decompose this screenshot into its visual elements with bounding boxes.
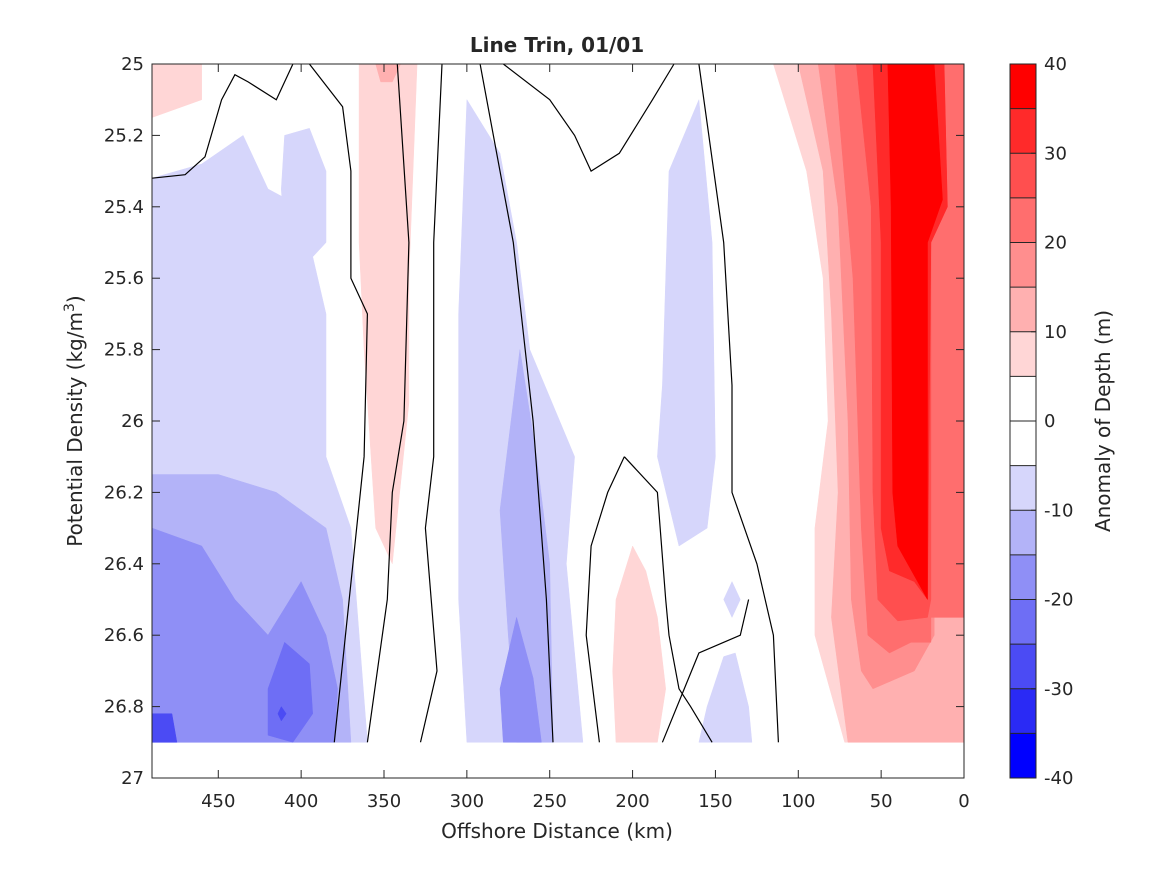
y-tick-label: 26 — [121, 411, 144, 432]
y-tick-label: 26.6 — [104, 625, 144, 646]
chart-title: Line Trin, 01/01 — [470, 33, 644, 57]
contour-fills — [151, 63, 965, 743]
colorbar — [1010, 64, 1036, 778]
x-tick-label: 50 — [870, 791, 893, 812]
y-tick-label: 25.4 — [104, 197, 144, 218]
contour-region-15 — [698, 652, 753, 743]
y-tick-label: 25.2 — [104, 125, 144, 146]
zero-contour-line-5 — [502, 63, 675, 172]
y-tick-label: 26.2 — [104, 482, 144, 503]
colorbar-segment-1 — [1010, 108, 1036, 154]
colorbar-segment-7 — [1010, 376, 1036, 421]
colorbar-segment-2 — [1010, 153, 1036, 198]
colorbar-segment-12 — [1010, 599, 1036, 645]
zero-contour-line-6 — [585, 456, 625, 743]
colorbar-tick-label: -10 — [1044, 500, 1073, 521]
colorbar-tick-label: 30 — [1044, 143, 1067, 164]
colorbar-ticks: 40 30 20 10 0 -10 -20 -30 -40 — [1031, 54, 1073, 789]
zero-contour-line-0 — [151, 63, 294, 179]
y-tick-label: 26.4 — [104, 554, 144, 575]
y-axis-ticks: 25 25.2 25.4 25.6 25.8 26 26.2 26.4 26.6 26.8 27 — [104, 54, 964, 789]
zero-contour-line-2 — [419, 63, 443, 743]
colorbar-tick-label: 20 — [1044, 233, 1067, 254]
contour-region-16 — [612, 545, 666, 743]
colorbar-segment-3 — [1010, 197, 1036, 243]
contour-region-5 — [267, 641, 313, 743]
contour-region-14 — [723, 581, 741, 618]
x-tick-label: 0 — [958, 791, 969, 812]
colorbar-tick-label: -40 — [1044, 768, 1073, 789]
colorbar-segment-15 — [1010, 733, 1036, 778]
colorbar-segment-5 — [1010, 287, 1036, 332]
zero-contour-line-7 — [623, 456, 713, 743]
colorbar-segment-8 — [1010, 421, 1036, 466]
contour-region-23 — [887, 63, 943, 600]
y-tick-label: 25.6 — [104, 268, 144, 289]
x-tick-label: 100 — [781, 791, 815, 812]
zero-contour-line-4 — [479, 63, 554, 743]
y-axis-label-main: Potential Density (kg/m — [63, 312, 87, 547]
y-axis-label-end: ) — [63, 295, 87, 303]
contour-region-2 — [281, 127, 327, 261]
x-axis-ticks: 450 400 350 300 250 200 150 100 50 0 — [201, 64, 970, 812]
colorbar-tick-label: -20 — [1044, 590, 1073, 611]
contour-region-6 — [277, 706, 287, 722]
colorbar-segment-9 — [1010, 465, 1036, 511]
colorbar-tick-label: 40 — [1044, 54, 1067, 75]
x-tick-label: 450 — [201, 791, 235, 812]
x-tick-label: 400 — [284, 791, 318, 812]
x-tick-label: 350 — [367, 791, 401, 812]
zero-contour-line-1 — [308, 63, 369, 743]
contour-region-12 — [499, 617, 542, 743]
colorbar-segment-6 — [1010, 331, 1036, 377]
y-tick-label: 27 — [121, 768, 144, 789]
colorbar-segment-13 — [1010, 644, 1036, 689]
x-tick-label: 300 — [450, 791, 484, 812]
colorbar-segment-0 — [1010, 64, 1036, 109]
x-axis-label: Offshore Distance (km) — [441, 819, 673, 843]
zero-contour-line-3 — [366, 63, 410, 743]
y-axis-label-superscript: 3 — [62, 303, 78, 312]
colorbar-tick-label: 10 — [1044, 322, 1067, 343]
colorbar-segment-4 — [1010, 242, 1036, 288]
colorbar-tick-label: -30 — [1044, 679, 1073, 700]
zero-contour-line-8 — [698, 63, 779, 743]
colorbar-label: Anomaly of Depth (m) — [1091, 310, 1115, 532]
x-tick-label: 150 — [698, 791, 732, 812]
x-tick-label: 250 — [533, 791, 567, 812]
contour-region-13 — [657, 99, 716, 547]
colorbar-segment-11 — [1010, 554, 1036, 600]
zero-contour-lines — [151, 63, 779, 743]
x-tick-label: 200 — [615, 791, 649, 812]
contour-region-8 — [358, 63, 418, 565]
colorbar-tick-label: 0 — [1044, 411, 1055, 432]
y-axis-label: Potential Density (kg/m3) — [62, 295, 87, 546]
colorbar-segment-14 — [1010, 688, 1036, 734]
y-tick-label: 25 — [121, 54, 144, 75]
y-tick-label: 26.8 — [104, 697, 144, 718]
colorbar-segment-10 — [1010, 510, 1036, 555]
y-tick-label: 25.8 — [104, 340, 144, 361]
zero-contour-line-9 — [661, 599, 750, 743]
